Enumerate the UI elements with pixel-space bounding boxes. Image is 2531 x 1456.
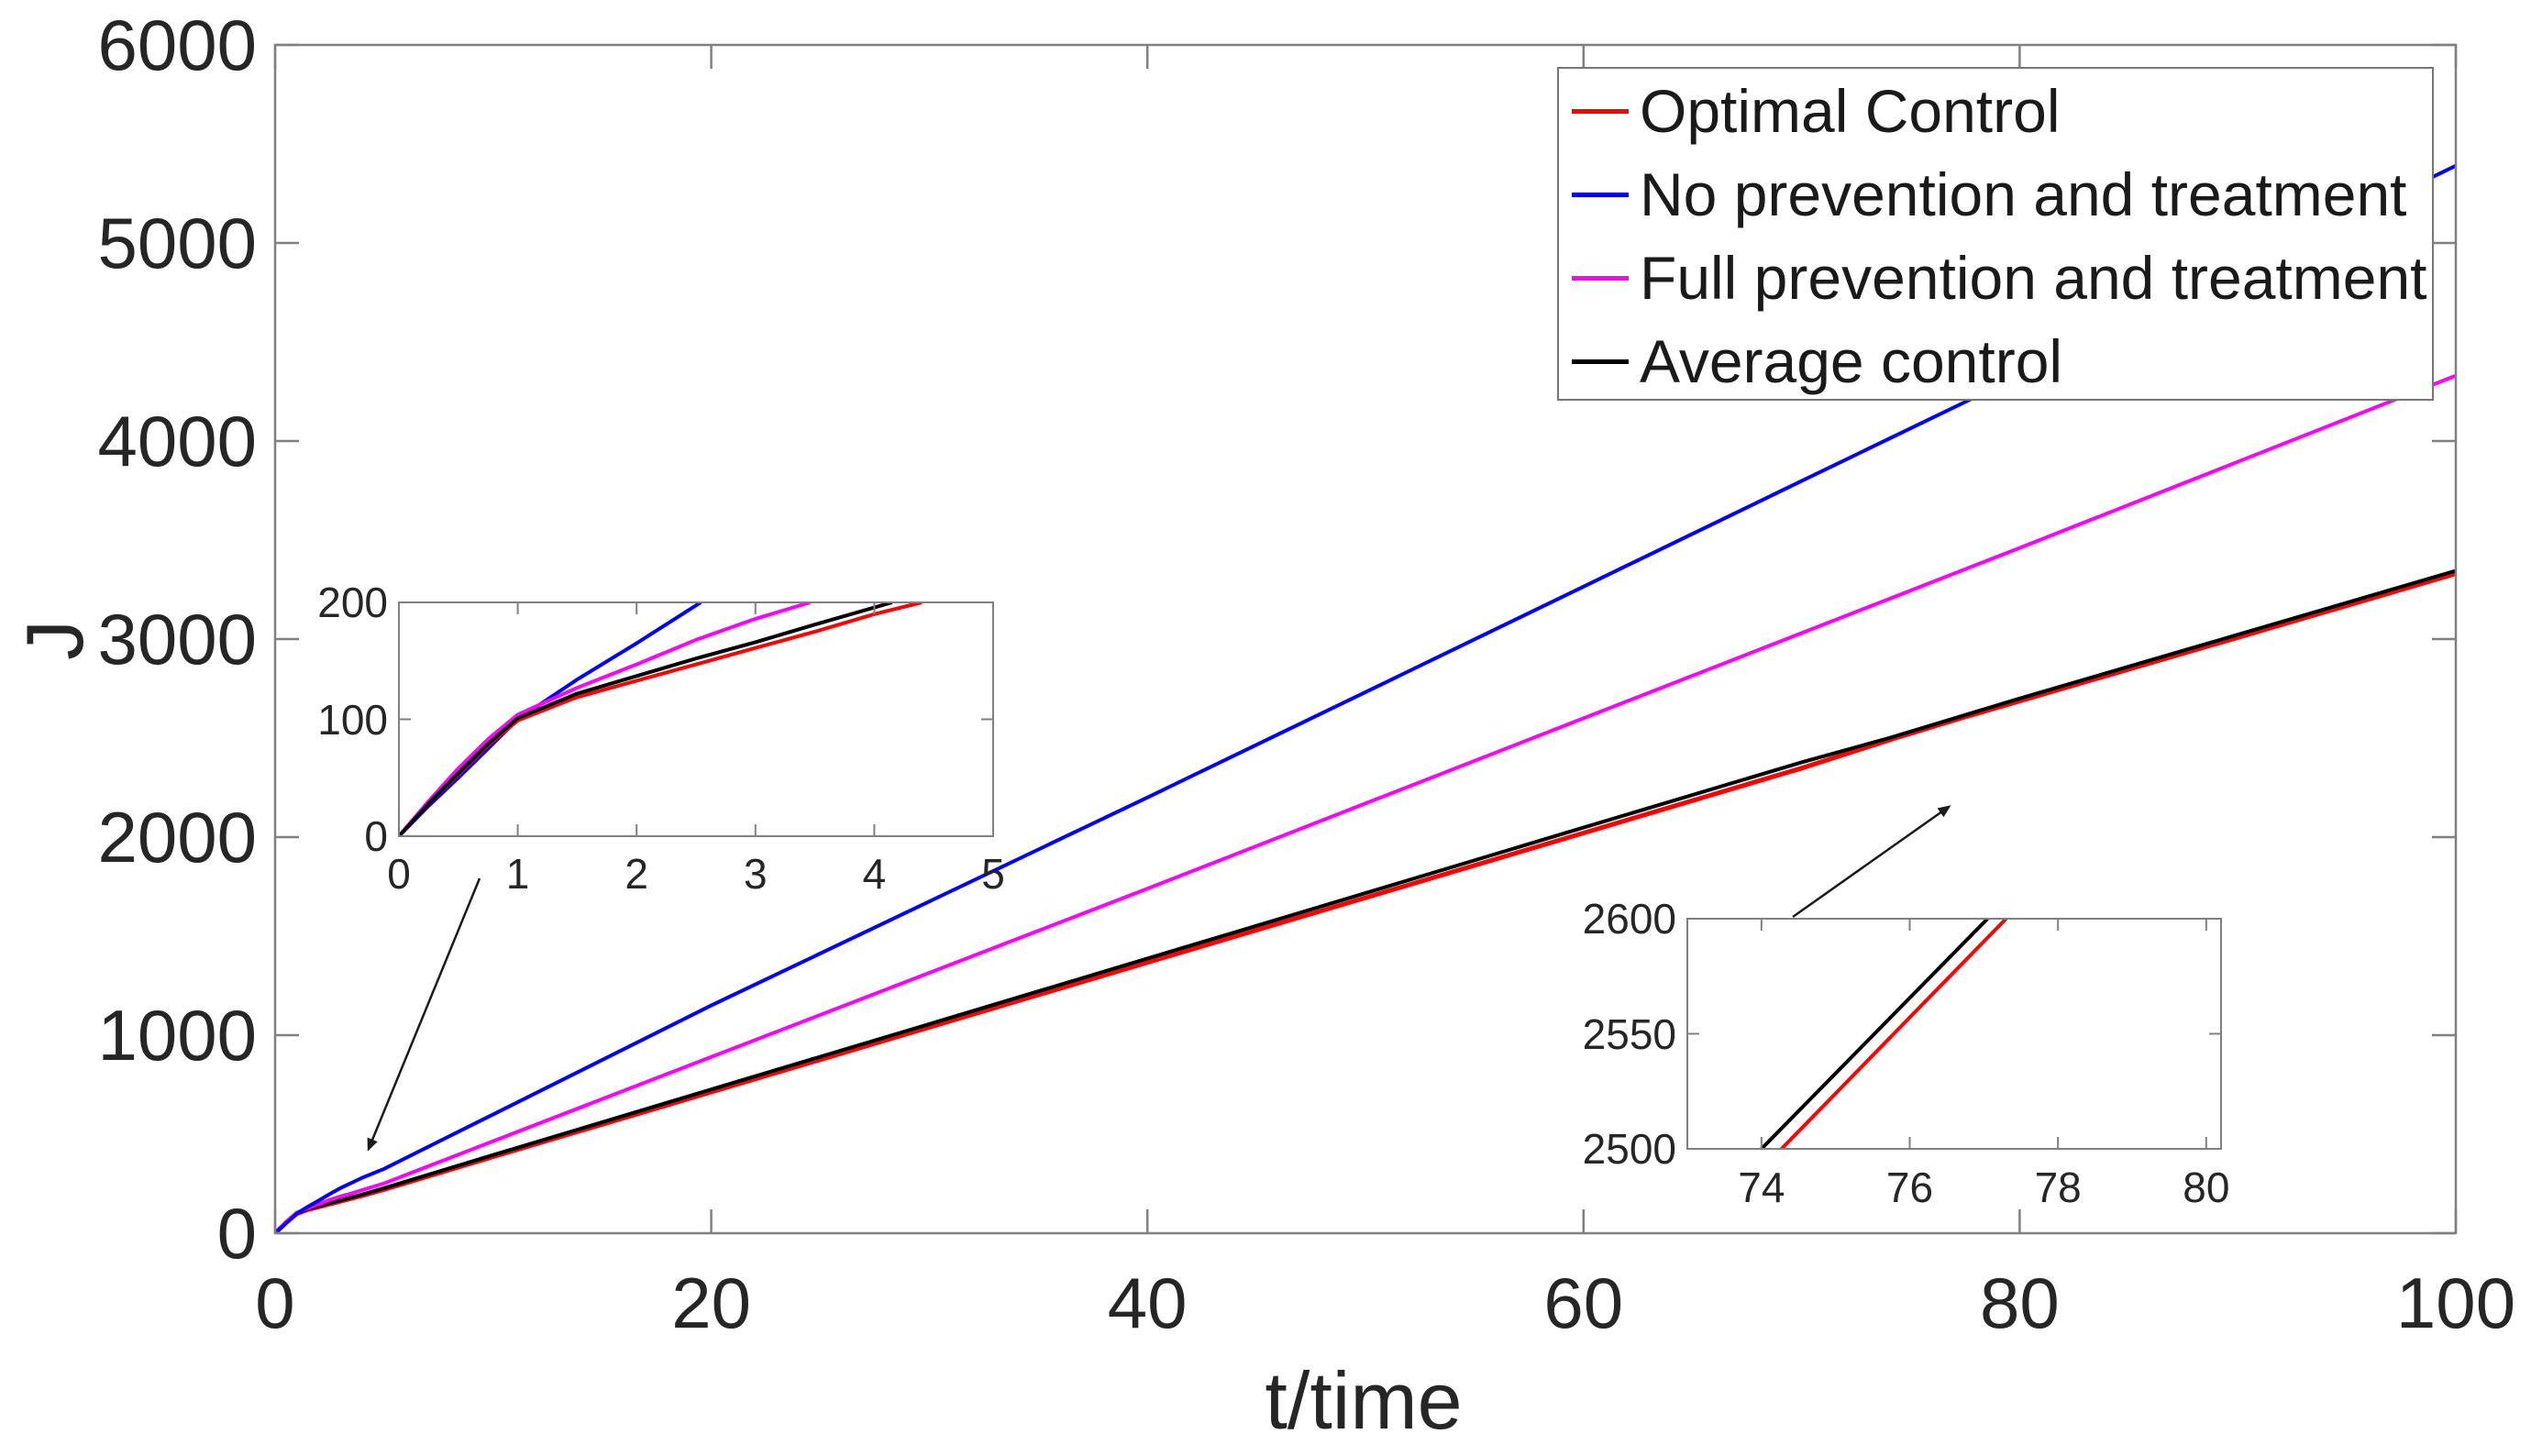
series-line <box>1760 919 1989 1149</box>
legend-entry-label: Full prevention and treatment <box>1640 244 2427 312</box>
x-axis-label: t/time <box>1265 1355 1463 1446</box>
legend-entry: Optimal Control <box>1572 81 2061 141</box>
series-line <box>1780 919 2008 1149</box>
series-line <box>275 571 2456 1233</box>
main-y-tick-label: 6000 <box>97 5 257 85</box>
inset-crossing-y-tick-label: 2550 <box>1582 1009 1676 1058</box>
inset-crossing-y-tick-label: 2500 <box>1582 1125 1676 1173</box>
series-line <box>399 602 811 836</box>
series-line <box>275 373 2456 1233</box>
inset-early-y-tick-label: 200 <box>317 579 388 626</box>
legend-line-sample <box>1572 192 1629 197</box>
axes-layer <box>273 43 2458 1235</box>
inset-early-x-tick-label: 3 <box>744 850 768 898</box>
inset-early-x-tick-label: 0 <box>387 850 411 898</box>
legend-line-sample <box>1572 358 1629 364</box>
main-y-tick-label: 2000 <box>97 797 257 877</box>
main-y-tick-label: 4000 <box>97 401 257 481</box>
main-x-tick-label: 20 <box>671 1263 751 1343</box>
main-y-tick-label: 5000 <box>97 203 257 283</box>
legend-entry-label: Average control <box>1640 327 2063 395</box>
main-series <box>275 163 2456 1233</box>
inset-early-x-tick-label: 2 <box>624 850 648 898</box>
main-x-tick-label: 60 <box>1543 1263 1624 1343</box>
main-x-tick-label: 0 <box>255 1263 295 1343</box>
legend-entry: No prevention and treatment <box>1572 164 2407 225</box>
inset-early-x-tick-label: 4 <box>862 850 887 898</box>
legend-line-sample <box>1572 108 1629 114</box>
main-x-tick-label: 80 <box>1980 1263 2060 1343</box>
main-y-tick-label: 3000 <box>97 599 257 679</box>
inset-early-x-tick-label: 1 <box>505 850 530 898</box>
legend-entry: Average control <box>1572 331 2062 392</box>
series-line <box>399 602 893 836</box>
legend-entry: Full prevention and treatment <box>1572 248 2426 308</box>
inset-early-y-tick-label: 100 <box>317 695 388 744</box>
legend: Optimal Control No prevention and treatme… <box>1557 67 2434 401</box>
series-line <box>275 163 2456 1233</box>
annotation-arrows <box>367 805 1951 1152</box>
main-x-tick-label: 100 <box>2395 1263 2516 1343</box>
main-x-tick-label: 40 <box>1107 1263 1188 1343</box>
series-line <box>399 602 702 836</box>
curves-layer <box>275 163 2456 1233</box>
inset-crossing-x-tick-label: 76 <box>1885 1164 1934 1211</box>
inset-crossing-x-tick-label: 80 <box>2183 1164 2230 1211</box>
inset-crossing-x-tick-label: 74 <box>1738 1164 1785 1211</box>
main-y-tick-label: 0 <box>216 1193 257 1274</box>
series-line <box>399 602 923 836</box>
inset-early-y-tick-label: 0 <box>364 812 388 860</box>
legend-entry-label: Optimal Control <box>1640 77 2061 145</box>
legend-line-sample <box>1572 275 1629 281</box>
zoom-annotation-arrow <box>367 877 481 1152</box>
inset-crossing-series <box>1760 919 2008 1149</box>
inset-early-series <box>399 602 923 836</box>
y-axis-label: J <box>9 620 100 660</box>
zoom-annotation-arrow <box>1792 805 1951 919</box>
legend-entry-label: No prevention and treatment <box>1640 160 2407 228</box>
inset-crossing-y-tick-label: 2600 <box>1582 895 1676 943</box>
inset-crossing-x-tick-label: 78 <box>2034 1164 2082 1211</box>
main-y-tick-label: 1000 <box>97 995 257 1075</box>
inset-early-x-tick-label: 5 <box>981 850 1005 898</box>
inset-early-axes-box <box>398 601 994 837</box>
